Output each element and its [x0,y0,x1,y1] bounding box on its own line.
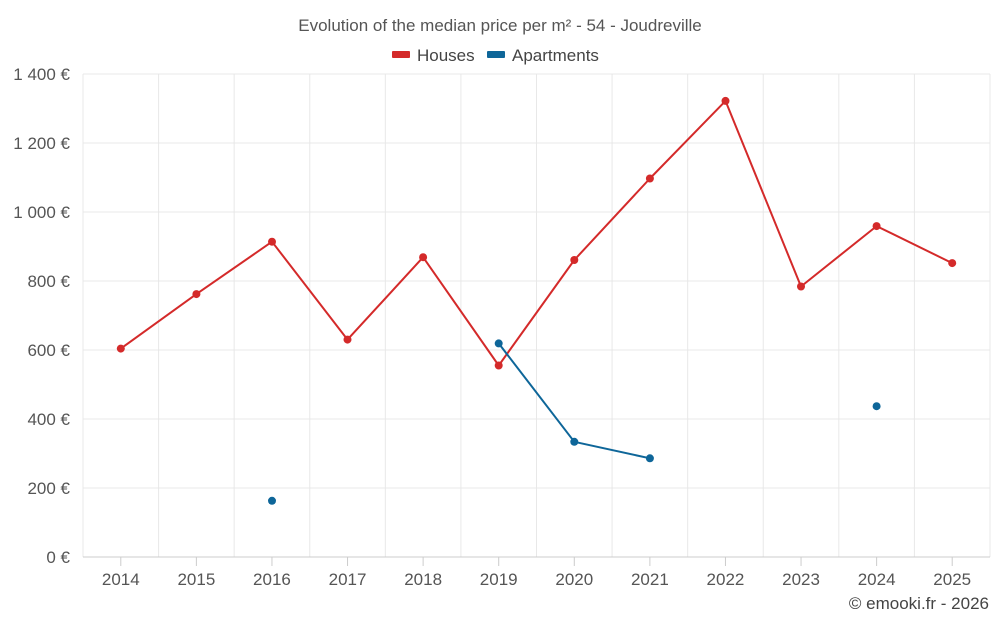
legend-item-houses[interactable]: Houses [392,46,475,65]
y-tick-label: 200 € [27,479,70,498]
data-point-houses-2018[interactable] [419,253,428,262]
y-tick-label: 800 € [27,272,70,291]
x-tick-label: 2014 [102,570,140,589]
y-tick-label: 0 € [46,548,70,567]
x-tick-label: 2019 [480,570,518,589]
data-point-houses-2019[interactable] [494,361,503,370]
y-tick-label: 1 200 € [13,134,70,153]
data-point-houses-2014[interactable] [116,344,125,353]
y-axis: 0 € 200 € 400 € 600 € 800 € 1 000 € 1 200 € 1 4… [13,65,70,567]
legend-item-apartments[interactable]: Apartments [487,46,599,65]
data-point-houses-2025[interactable] [948,259,957,268]
x-tick-label: 2016 [253,570,291,589]
x-tick-label: 2018 [404,570,442,589]
data-point-apartments-2016[interactable] [268,496,276,505]
y-tick-label: 1 400 € [13,65,70,84]
data-point-apartments-2020[interactable] [570,437,579,446]
credit-text: © emooki.fr - 2026 [849,594,989,613]
legend-swatch-houses [392,51,410,58]
data-point-houses-2015[interactable] [192,290,201,299]
data-point-houses-2021[interactable] [645,174,654,183]
data-point-apartments-2021[interactable] [645,454,654,463]
y-tick-label: 1 000 € [13,203,70,222]
x-tick-label: 2022 [707,570,745,589]
data-point-apartments-2019[interactable] [494,339,503,348]
x-axis: 2014 2015 2016 2017 2018 2019 2020 2021 2022 2023… [83,556,990,589]
grid [82,73,991,557]
x-tick-label: 2024 [858,570,896,589]
data-point-houses-2017[interactable] [343,335,352,344]
x-tick-label: 2015 [177,570,215,589]
data-point-houses-2022[interactable] [721,96,730,105]
y-tick-label: 600 € [27,341,70,360]
data-point-houses-2016[interactable] [268,237,276,246]
data-point-houses-2020[interactable] [570,256,579,264]
legend: Houses Apartments [392,46,599,65]
data-point-houses-2023[interactable] [797,282,805,291]
x-tick-label: 2023 [782,570,820,589]
x-tick-label: 2025 [933,570,971,589]
x-tick-label: 2020 [555,570,593,589]
legend-label-houses: Houses [417,46,475,65]
chart-title: Evolution of the median price per m² - 5… [298,16,701,35]
data-point-apartments-2024[interactable] [872,402,881,411]
x-tick-label: 2017 [329,570,367,589]
data-point-houses-2024[interactable] [872,222,881,231]
legend-swatch-apartments [487,51,505,58]
legend-label-apartments: Apartments [512,46,599,65]
x-tick-label: 2021 [631,570,669,589]
series-line-houses [120,99,953,367]
series-points [116,96,957,505]
y-tick-label: 400 € [27,410,70,429]
